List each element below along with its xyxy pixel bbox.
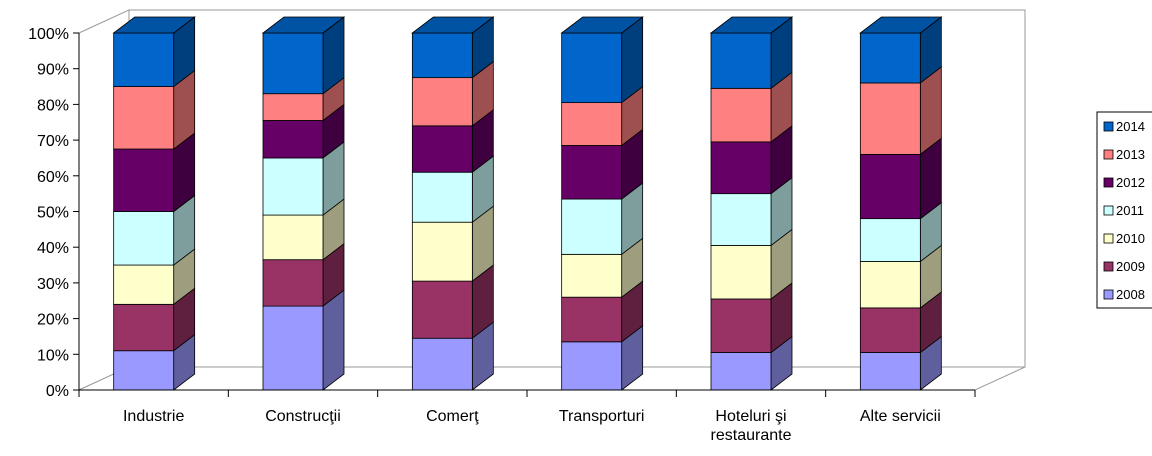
- bar-segment-2008: [561, 324, 644, 391]
- bar-segment-2009: [113, 287, 196, 352]
- legend-swatch: [1103, 289, 1114, 300]
- x-tick-label: Hoteluri şi: [715, 408, 786, 425]
- legend-swatch: [1103, 261, 1114, 272]
- y-tick-label: 100%: [28, 26, 69, 43]
- y-tick-label: 10%: [37, 347, 69, 364]
- legend-item-2008: 2008: [1103, 287, 1145, 302]
- bar-segment-2013: [411, 60, 494, 127]
- legend-label: 2012: [1116, 175, 1145, 190]
- bar-segment-2010: [561, 237, 644, 298]
- bar-segment-2009: [859, 291, 942, 354]
- bar-segment-2011: [411, 155, 494, 224]
- y-tick-label: 30%: [37, 276, 69, 293]
- legend-swatch: [1103, 205, 1114, 216]
- y-tick-label: 20%: [37, 312, 69, 329]
- bar-segment-2011: [113, 194, 196, 266]
- bars: [112, 16, 943, 391]
- y-tick-label: 70%: [37, 133, 69, 150]
- legend-swatch: [1103, 233, 1114, 244]
- bar-stack: [261, 16, 346, 391]
- bar-top: [709, 16, 794, 34]
- x-axis: Industrie Construcţii Comerţ Transporturi Ho…: [78, 389, 976, 444]
- bar-stack: [411, 16, 495, 391]
- legend-swatch: [1103, 149, 1114, 160]
- legend-label: 2014: [1116, 119, 1145, 134]
- bar-segment-2013: [262, 76, 345, 122]
- bar-top: [411, 16, 495, 34]
- legend-label: 2011: [1116, 203, 1144, 218]
- x-tick-label: Transporturi: [559, 408, 645, 425]
- bar-segment-2012: [411, 109, 494, 174]
- bar-segment-2010: [113, 248, 196, 306]
- legend-item-2010: 2010: [1103, 231, 1145, 246]
- bar-top: [560, 16, 644, 34]
- legend-item-2011: 2011: [1103, 203, 1144, 218]
- bar-top: [261, 16, 346, 34]
- bar-top: [112, 16, 196, 34]
- y-axis: 0% 10% 20% 30% 40% 50% 60% 70% 80% 90% 100%: [28, 26, 80, 400]
- bar-segment-2013: [113, 69, 196, 150]
- legend-item-2014: 2014: [1103, 119, 1145, 134]
- y-tick-label: 80%: [37, 97, 69, 114]
- bar-top: [859, 16, 943, 34]
- bar-segment-2009: [710, 282, 793, 354]
- legend-item-2009: 2009: [1103, 259, 1145, 274]
- bar-stack: [112, 16, 196, 391]
- bar-segment-2010: [411, 205, 494, 282]
- bar-segment-2011: [710, 176, 793, 247]
- y-tick-label: 50%: [37, 205, 69, 222]
- y-tick-label: 40%: [37, 240, 69, 257]
- bar-segment-2013: [710, 71, 793, 143]
- bar-segment-2014: [710, 16, 793, 90]
- bar-segment-2014: [561, 16, 644, 104]
- x-tick-label: Industrie: [123, 408, 184, 425]
- bar-segment-2009: [411, 264, 494, 340]
- bar-stack: [859, 16, 943, 391]
- bar-segment-2010: [262, 198, 345, 261]
- x-tick-label: Alte servicii: [860, 408, 941, 425]
- y-tick-label: 90%: [37, 62, 69, 79]
- bar-segment-2012: [113, 132, 196, 213]
- bar-segment-2012: [262, 103, 345, 159]
- bar-segment-2011: [859, 201, 942, 263]
- bar-stack: [709, 16, 794, 391]
- bar-segment-2008: [262, 289, 345, 391]
- legend-label: 2009: [1116, 259, 1145, 274]
- legend-label: 2008: [1116, 287, 1145, 302]
- legend-item-2012: 2012: [1103, 175, 1145, 190]
- y-tick-label: 0%: [46, 383, 69, 400]
- bar-segment-2009: [561, 280, 644, 343]
- legend-swatch: [1103, 121, 1114, 132]
- bar-segment-2014: [859, 16, 942, 84]
- x-tick-label: restaurante: [711, 427, 792, 444]
- legend-label: 2013: [1116, 147, 1145, 162]
- x-tick-label: Construcţii: [265, 408, 341, 425]
- y-tick-label: 60%: [37, 169, 69, 186]
- bar-segment-2009: [262, 242, 345, 307]
- bar-segment-2013: [561, 85, 644, 147]
- legend: 2014 2013 2012 2011 2010 2009 2008: [1096, 111, 1152, 309]
- x-tick-label: Comerţ: [426, 408, 479, 425]
- legend-item-2013: 2013: [1103, 147, 1145, 162]
- bar-segment-2012: [859, 137, 942, 220]
- bar-segment-2013: [859, 66, 942, 156]
- bar-stack: [560, 16, 644, 391]
- bar-segment-2014: [411, 16, 494, 79]
- bar-segment-2008: [113, 333, 196, 391]
- bar-segment-2010: [859, 244, 942, 309]
- legend-swatch: [1103, 177, 1114, 188]
- legend-label: 2010: [1116, 231, 1145, 246]
- bar-segment-2014: [113, 16, 196, 88]
- bar-segment-2012: [561, 128, 644, 200]
